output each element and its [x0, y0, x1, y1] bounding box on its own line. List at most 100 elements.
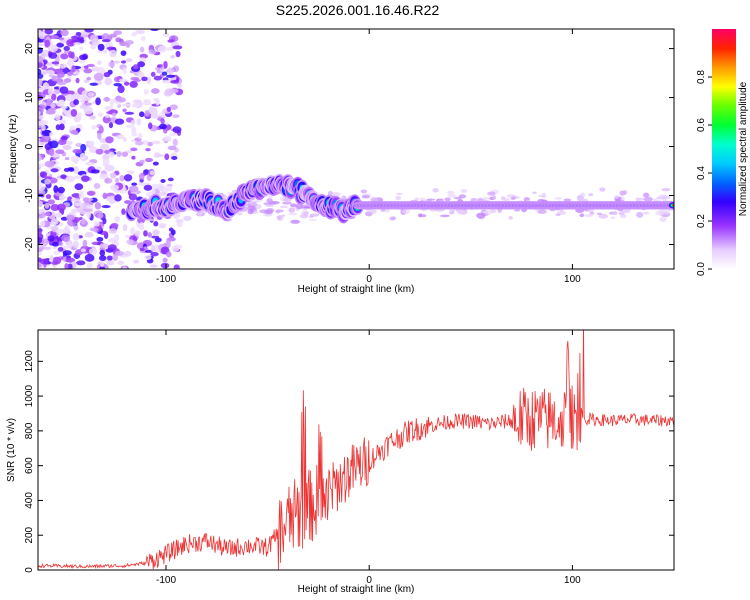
- noise-blob: [290, 219, 301, 224]
- noise-blob: [66, 39, 76, 47]
- noise-blob: [487, 191, 496, 196]
- noise-blob: [139, 46, 145, 53]
- noise-blob: [139, 159, 145, 164]
- noise-blob: [619, 190, 626, 196]
- noise-blob: [128, 185, 139, 193]
- noise-blob: [164, 135, 172, 141]
- noise-blob: [149, 170, 155, 176]
- noise-blob: [86, 63, 95, 68]
- noise-blob: [116, 151, 122, 157]
- noise-blob: [175, 50, 181, 58]
- noise-blob: [122, 137, 128, 142]
- noise-blob: [169, 55, 176, 59]
- colorbar-tick-label: 0.2: [696, 214, 707, 228]
- noise-blob: [64, 50, 70, 54]
- noise-blob: [168, 88, 179, 94]
- noise-blob: [93, 183, 101, 190]
- noise-blob: [109, 98, 114, 107]
- colorbar-gradient: [712, 29, 736, 269]
- noise-blob: [38, 244, 44, 248]
- noise-blob: [162, 257, 168, 263]
- noise-blob: [169, 104, 178, 110]
- noise-blob: [157, 45, 167, 53]
- noise-blob: [580, 192, 586, 198]
- noise-blob: [168, 227, 174, 232]
- noise-blob: [89, 115, 96, 120]
- noise-blob: [65, 175, 76, 183]
- noise-blob: [283, 198, 292, 202]
- noise-blob: [152, 161, 159, 166]
- noise-blob: [66, 140, 73, 145]
- noise-blob: [99, 173, 109, 180]
- noise-blob: [49, 255, 54, 263]
- noise-blob: [102, 192, 108, 200]
- noise-blob: [114, 118, 125, 125]
- noise-blob: [86, 262, 93, 269]
- noise-blob: [448, 210, 454, 213]
- noise-blob: [58, 99, 66, 106]
- noise-blob: [91, 66, 99, 72]
- noise-blob: [57, 139, 67, 145]
- noise-blob: [89, 82, 99, 86]
- noise-blob: [84, 253, 95, 262]
- noise-blob: [183, 215, 192, 221]
- noise-blob: [53, 185, 59, 193]
- noise-blob: [167, 145, 177, 151]
- noise-blob: [131, 103, 139, 108]
- noise-blob: [44, 202, 50, 209]
- noise-blob: [197, 211, 203, 216]
- noise-blob: [136, 118, 142, 126]
- spectrogram-xtick-label: 100: [564, 274, 581, 285]
- noise-blob: [120, 50, 127, 56]
- noise-blob: [121, 208, 126, 215]
- noise-blob: [98, 125, 104, 134]
- noise-blob: [598, 213, 608, 219]
- noise-blob: [60, 174, 67, 179]
- noise-blob: [368, 209, 377, 214]
- noise-blob: [44, 29, 54, 35]
- spectrogram-ytick-label: -10: [24, 188, 35, 203]
- noise-blob: [38, 184, 46, 191]
- noise-blob: [114, 216, 121, 223]
- noise-blob: [132, 99, 142, 104]
- noise-blob: [38, 142, 42, 146]
- noise-blob: [80, 97, 86, 105]
- noise-blob: [491, 195, 497, 200]
- noise-blob: [637, 197, 646, 201]
- noise-blob: [614, 194, 620, 199]
- noise-blob: [613, 210, 618, 216]
- noise-blob: [65, 214, 75, 221]
- noise-blob: [157, 185, 165, 191]
- noise-blob: [94, 201, 102, 210]
- noise-blob: [80, 248, 87, 253]
- noise-blob: [84, 29, 94, 33]
- noise-blob: [165, 251, 172, 258]
- noise-blob: [160, 262, 170, 269]
- noise-blob: [66, 242, 73, 249]
- noise-blob: [74, 202, 82, 207]
- noise-blob: [100, 261, 105, 268]
- noise-blob: [47, 199, 55, 205]
- noise-blob: [140, 36, 146, 42]
- noise-blob: [247, 209, 254, 215]
- noise-blob: [38, 43, 45, 47]
- noise-blob: [38, 153, 41, 161]
- noise-blob: [44, 176, 53, 180]
- noise-blob: [440, 214, 450, 218]
- noise-blob: [72, 148, 83, 154]
- noise-blob: [70, 108, 78, 117]
- noise-blob: [160, 179, 166, 183]
- colorbar-label: Normalized spectral amplitude: [738, 81, 749, 216]
- snr-ytick-label: 1200: [24, 350, 35, 373]
- noise-blob: [143, 230, 148, 237]
- noise-blob: [69, 125, 77, 132]
- snr-series-line: [38, 330, 674, 570]
- noise-blob: [159, 223, 167, 229]
- noise-blob: [117, 260, 125, 265]
- snr-ytick-label: 800: [24, 422, 35, 439]
- noise-blob: [38, 115, 45, 120]
- noise-blob: [139, 221, 144, 229]
- noise-blob: [142, 140, 149, 145]
- spectrogram-ytick-label: -20: [24, 237, 35, 252]
- noise-blob: [99, 243, 109, 249]
